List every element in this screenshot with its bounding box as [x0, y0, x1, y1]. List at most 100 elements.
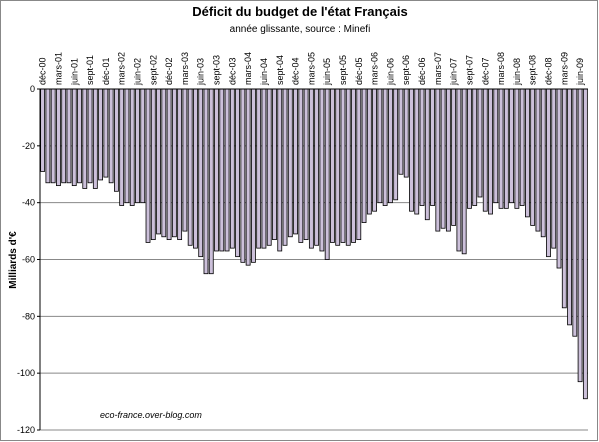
bar	[388, 88, 393, 204]
bar	[272, 88, 277, 241]
bar	[198, 88, 204, 258]
bar	[298, 88, 304, 243]
y-tick-label: -120	[17, 425, 35, 435]
bar	[461, 88, 467, 255]
bar	[314, 88, 320, 246]
bar	[366, 88, 372, 215]
x-tick-label: sept-02	[148, 55, 158, 85]
bar	[582, 88, 588, 400]
y-tick-label: -20	[22, 141, 35, 151]
bar	[361, 88, 367, 223]
bar	[77, 88, 82, 184]
x-tick-label: mars-01	[53, 52, 63, 85]
bar	[445, 88, 451, 232]
bar	[577, 88, 583, 383]
annotation: eco-france.over-blog.com	[100, 410, 202, 420]
bar	[171, 88, 177, 238]
bar	[135, 88, 140, 204]
bar	[403, 88, 409, 178]
x-tick-label: sept-08	[528, 55, 538, 85]
x-tick-label: mars-08	[496, 52, 506, 85]
bar	[187, 88, 193, 246]
bar	[203, 88, 209, 275]
bar	[166, 88, 172, 241]
bar	[514, 88, 520, 209]
x-tick-label: déc-07	[480, 57, 490, 85]
y-tick-label: -60	[22, 255, 35, 265]
bar	[224, 88, 230, 252]
bar	[145, 88, 151, 243]
bar	[330, 88, 335, 243]
x-tick-label: sept-07	[464, 55, 474, 85]
x-tick-label: mars-07	[433, 52, 443, 85]
x-tick-label: déc-01	[101, 57, 111, 85]
bar	[261, 88, 267, 249]
x-tick-label: sept-03	[212, 55, 222, 85]
bar	[219, 88, 225, 252]
bar	[40, 88, 46, 172]
bar	[340, 88, 346, 243]
bar	[71, 88, 77, 187]
bar	[482, 88, 488, 212]
bar	[493, 88, 499, 204]
bar	[240, 88, 246, 263]
y-tick-label: -80	[22, 311, 35, 321]
bar	[498, 88, 504, 209]
bar	[467, 88, 472, 209]
bar	[161, 88, 167, 238]
bar	[561, 88, 567, 309]
x-tick-label: mars-04	[243, 52, 253, 85]
bar	[182, 88, 188, 232]
x-tick-label: sept-01	[85, 55, 95, 85]
bar	[509, 88, 514, 204]
bar	[293, 88, 298, 235]
bar	[103, 88, 109, 178]
bar	[140, 88, 146, 204]
x-tick-label: juin-09	[575, 58, 585, 86]
bar	[177, 88, 183, 241]
bar	[150, 88, 156, 241]
x-tick-label: juin-05	[322, 58, 332, 86]
bar	[214, 88, 219, 252]
x-tick-label: déc-03	[227, 57, 237, 85]
x-tick-label: mars-09	[559, 52, 569, 85]
bar	[451, 88, 457, 226]
bar	[372, 88, 377, 212]
x-tick-label: juin-08	[512, 58, 522, 86]
x-tick-label: juin-01	[69, 58, 79, 86]
bar	[245, 88, 251, 266]
bar	[525, 88, 530, 218]
bar	[208, 88, 214, 275]
bar	[477, 88, 483, 198]
bar	[377, 88, 383, 204]
bar	[351, 88, 356, 243]
bar	[229, 88, 235, 249]
bar	[345, 88, 351, 246]
bar	[435, 88, 441, 232]
bar	[129, 88, 135, 206]
x-tick-label: déc-08	[543, 57, 553, 85]
bar	[277, 88, 283, 252]
bar	[430, 88, 435, 206]
bar	[66, 88, 72, 184]
bar	[45, 88, 51, 184]
x-tick-label: mars-02	[117, 52, 127, 85]
bar	[488, 88, 493, 215]
bar	[319, 88, 325, 252]
bar	[546, 88, 551, 258]
x-tick-label: juin-06	[385, 58, 395, 86]
bar	[119, 88, 125, 206]
bar	[335, 88, 341, 246]
chart-title: Déficit du budget de l'état Français	[192, 4, 407, 19]
y-tick-label: -40	[22, 198, 35, 208]
bar	[551, 88, 557, 249]
bar	[303, 88, 309, 241]
x-tick-label: mars-03	[180, 52, 190, 85]
bar	[92, 88, 98, 189]
x-tick-label: juin-07	[449, 58, 459, 86]
bar	[419, 88, 425, 206]
bar	[287, 88, 293, 238]
bar	[124, 88, 130, 204]
x-tick-label: juin-03	[196, 58, 206, 86]
